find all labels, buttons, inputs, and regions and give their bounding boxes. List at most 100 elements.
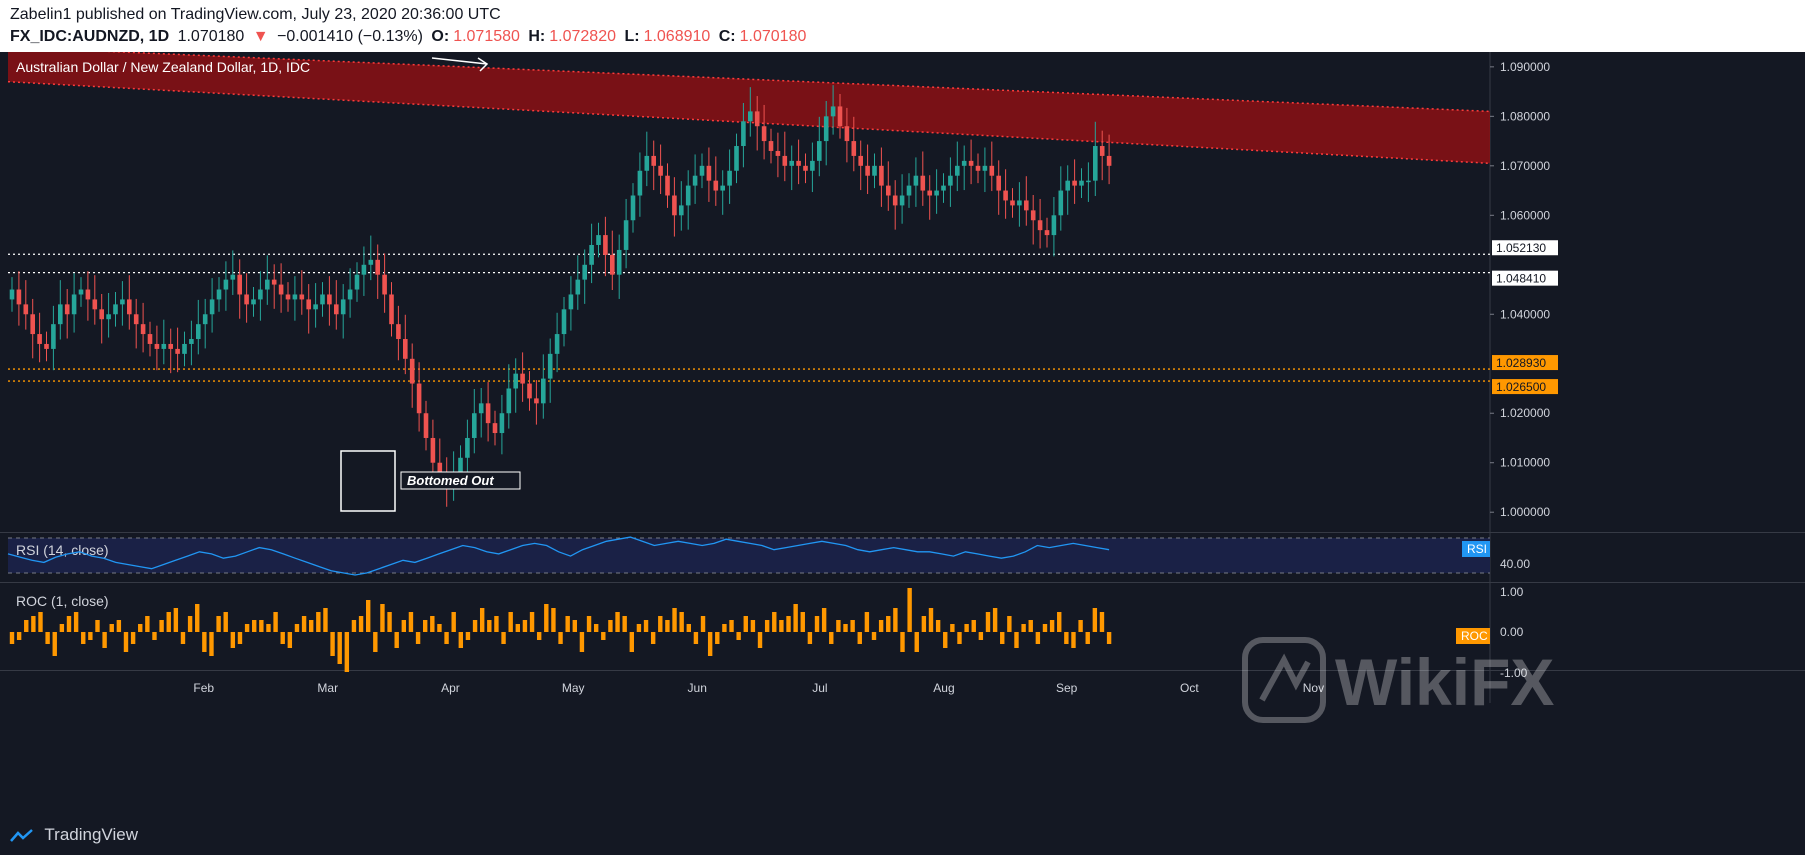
roc-tick-label: 0.00: [1500, 625, 1524, 639]
high-value: 1.072820: [549, 28, 616, 45]
roc-tag: [1456, 628, 1490, 644]
roc-bar: [494, 616, 499, 632]
candle-body: [403, 339, 408, 359]
level-price-label: 1.052130: [1496, 241, 1546, 255]
candle-body: [71, 294, 77, 315]
candle-body: [589, 244, 594, 265]
roc-bar: [216, 616, 221, 632]
candle-body: [872, 165, 877, 176]
x-tick-label: Mar: [317, 681, 338, 695]
candle-body: [637, 170, 643, 196]
change-down-icon: ▼: [252, 28, 269, 45]
candle-body: [837, 106, 843, 127]
roc-bar: [515, 624, 521, 632]
roc-bar: [907, 588, 912, 632]
candle-body: [85, 289, 91, 300]
candle-body: [161, 343, 167, 349]
x-tick-label: Oct: [1180, 681, 1199, 695]
candle-body: [713, 180, 719, 191]
candle-body: [941, 185, 946, 191]
candle-body: [251, 299, 256, 305]
candle-body: [768, 141, 774, 151]
level-price-tag: [1492, 379, 1558, 395]
low-value: 1.068910: [643, 28, 711, 45]
candle-body: [292, 294, 298, 300]
candle-body: [699, 165, 705, 176]
roc-bar: [665, 620, 670, 632]
roc-bar: [52, 632, 57, 656]
roc-bar: [978, 632, 984, 640]
candle-body: [685, 185, 691, 206]
watermark-logo-icon: [1242, 637, 1326, 723]
candle-body: [513, 373, 518, 389]
candle-body: [334, 304, 339, 315]
candle-body: [465, 437, 470, 458]
candle-body: [582, 264, 587, 280]
roc-bar: [1078, 620, 1083, 632]
candle-body: [906, 185, 912, 196]
candle-body: [754, 111, 760, 127]
candle-body: [610, 254, 615, 275]
roc-bar: [707, 632, 713, 656]
roc-bar: [394, 632, 399, 648]
candle-body: [892, 195, 898, 206]
roc-bar: [643, 620, 649, 632]
roc-bar: [843, 624, 848, 632]
roc-bar: [145, 616, 150, 632]
last-price: 1.070180: [177, 28, 245, 45]
chart-canvas[interactable]: Australian Dollar / New Zealand Dollar, …: [0, 52, 1805, 815]
candle-body: [430, 437, 436, 463]
candle-body: [9, 289, 15, 300]
rsi-tag-label: RSI: [1467, 542, 1487, 556]
roc-bar: [1021, 624, 1026, 632]
roc-bar: [280, 632, 285, 644]
candle-body: [1037, 220, 1043, 231]
candle-body: [340, 299, 346, 315]
roc-bar: [1007, 616, 1012, 632]
level-price-tag: [1492, 355, 1558, 371]
roc-bar: [230, 632, 236, 648]
annotation-box: [400, 471, 521, 490]
roc-bar: [187, 616, 193, 632]
tradingview-brand[interactable]: TradingView: [10, 825, 138, 845]
x-tick-label: Feb: [193, 681, 214, 695]
candle-body: [879, 165, 884, 186]
candle-body: [64, 304, 70, 315]
candle-body: [568, 294, 574, 310]
roc-bar: [764, 620, 770, 632]
candle-body: [761, 126, 767, 142]
open-label: O:: [431, 28, 450, 45]
roc-bar: [451, 612, 456, 632]
candle-body: [961, 160, 967, 166]
y-tick-label: 1.010000: [1500, 456, 1550, 470]
roc-bar: [152, 632, 157, 640]
candle-body: [658, 165, 663, 176]
candle-body: [692, 175, 698, 186]
x-tick-label: Jun: [688, 681, 707, 695]
roc-bar: [544, 604, 549, 632]
roc-bar: [301, 616, 307, 632]
y-tick-label: 1.020000: [1500, 406, 1550, 420]
candle-body: [320, 294, 325, 305]
candle-body: [672, 195, 677, 216]
candle-body: [920, 175, 926, 191]
candle-body: [237, 274, 242, 295]
candle-body: [734, 146, 739, 171]
roc-bar: [102, 632, 107, 648]
candle-body: [437, 462, 443, 473]
roc-bar: [1028, 620, 1033, 632]
roc-bar: [551, 608, 556, 632]
x-tick-label: Nov: [1303, 681, 1324, 695]
roc-bar: [380, 604, 385, 632]
roc-bar: [73, 612, 79, 632]
candle-body: [506, 388, 512, 414]
roc-bar: [59, 624, 65, 632]
roc-bar: [173, 608, 179, 632]
roc-bar: [950, 624, 955, 632]
roc-bar: [244, 624, 250, 632]
candle-body: [92, 299, 98, 310]
candle-body: [561, 309, 567, 335]
candle-body: [534, 398, 539, 404]
roc-bar: [593, 624, 599, 632]
roc-bar: [586, 616, 592, 632]
